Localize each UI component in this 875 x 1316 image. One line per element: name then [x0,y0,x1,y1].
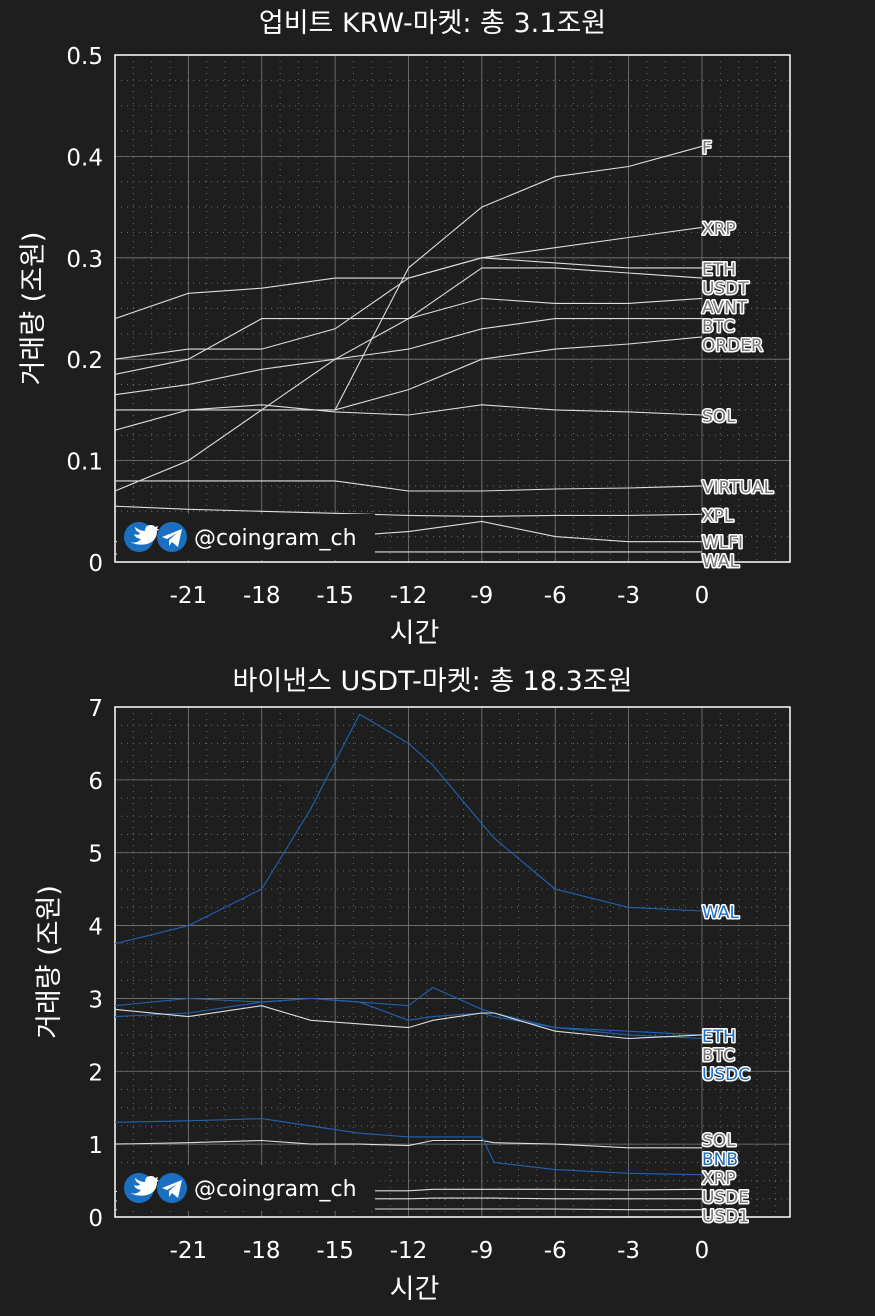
series-label-eth: ETH [702,1027,736,1047]
telegram-icon [157,522,187,552]
series-line-sol [115,404,703,416]
series-label-usde: USDE [702,1188,749,1208]
y-tick-label: 0 [88,1206,103,1232]
twitter-bird-glyph [130,525,159,545]
x-tick-label: -18 [243,583,281,609]
series-label-usdc: USDC [702,1065,750,1085]
y-tick-label: 0.5 [66,44,103,70]
plot-area [115,55,790,562]
x-tick-label: -9 [470,1238,493,1264]
series-label-f: F [702,138,712,158]
series-line-btc [114,1005,703,1040]
y-tick-label: 5 [88,842,103,868]
watermark-handle: @coingram_ch [194,1177,357,1202]
x-tick-label: -15 [316,583,354,609]
x-tick-label: -3 [617,1238,640,1264]
x-axis-label: 시간 [390,618,440,649]
telegram-plane-glyph [162,1180,182,1198]
x-tick-label: 0 [695,1238,710,1264]
series-label-xpl: XPL [702,506,734,526]
x-tick-label: 0 [695,583,710,609]
series-line-usdc [114,986,703,1040]
y-tick-label: 7 [88,696,103,722]
x-axis-label: 시간 [390,1274,440,1305]
x-tick-label: -18 [243,1238,281,1264]
y-tick-label: 0 [88,551,103,577]
x-tick-label: -15 [316,1238,354,1264]
chart-1: -21 -18 -15 -12 -9 -6 -3 0 0 0.1 0.2 0.3 0.4 0.5 F XRP E… [18,8,791,649]
series-label-sol: SOL [702,1131,736,1151]
x-tick-label: -9 [470,583,493,609]
series-label-virtual: VIRTUAL [702,478,774,498]
watermark: @coingram_ch [117,514,375,560]
y-axis-label: 거래량 (조원) [18,232,49,386]
series-label-wlfi: WLFI [702,533,743,553]
y-tick-label: 3 [88,987,103,1013]
series-line-avnt [114,297,703,492]
series-label-wal: WAL [702,552,740,572]
series-line-f [334,145,703,411]
y-tick-label: 1 [88,1133,103,1159]
chart-2: -21 -18 -15 -12 -9 -6 -3 0 0 1 2 3 4 5 6 7 WAL ETHBTCUSDC… [34,666,791,1305]
twitter-bird-glyph [130,1176,159,1196]
series-label-sol: SOL [702,407,736,427]
x-tick-label: -6 [544,1238,567,1264]
series-label-xrp: XRP [702,219,736,239]
series-line-bnb [114,1118,703,1176]
y-tick-label: 0.4 [66,145,103,171]
watermark-handle: @coingram_ch [194,526,357,551]
plot-frame [114,54,791,563]
series-label-btc: BTC [702,317,735,337]
x-tick-label: -12 [390,1238,428,1264]
series-label-wal: WAL [702,903,740,923]
x-tick-label: -21 [170,583,208,609]
y-tick-label: 6 [88,769,103,795]
series-line-eth [114,997,703,1036]
series-label-xrp: XRP [702,1169,736,1189]
series-label-bnb: BNB [702,1150,738,1170]
series-line-eth [114,257,702,360]
y-tick-label: 0.2 [66,348,103,374]
series-label-usdt: USDT [702,279,749,299]
y-tick-label: 4 [88,915,103,941]
series-label-btc: BTC [702,1046,735,1066]
telegram-icon [157,1173,187,1203]
y-tick-label: 2 [88,1060,103,1086]
series-line-btc [114,318,702,396]
y-tick-label: 0.1 [66,450,103,476]
series-line-virtual [115,480,703,492]
chart-title: 바이낸스 USDT-마켓: 총 18.3조원 [233,666,633,697]
series-line-xpl [114,505,703,517]
x-tick-label: -3 [617,583,640,609]
y-tick-label: 0.3 [66,247,103,273]
watermark: @coingram_ch [117,1165,375,1211]
telegram-plane-glyph [162,529,182,547]
y-axis-label: 거래량 (조원) [34,885,65,1039]
series-label-usd1: USD1 [702,1207,749,1227]
series-label-eth: ETH [702,260,736,280]
x-tick-label: -21 [170,1238,208,1264]
plot-frame [114,706,791,1218]
chart-title: 업비트 KRW-마켓: 총 3.1조원 [259,8,606,39]
plot-area [115,707,790,1217]
x-tick-label: -6 [544,583,567,609]
series-label-avnt: AVNT [702,298,748,318]
series-label-order: ORDER [702,336,763,356]
series-line-sol [114,1139,702,1149]
series-line-wal [114,713,703,945]
series-line-order [114,336,703,431]
x-tick-label: -12 [390,583,428,609]
